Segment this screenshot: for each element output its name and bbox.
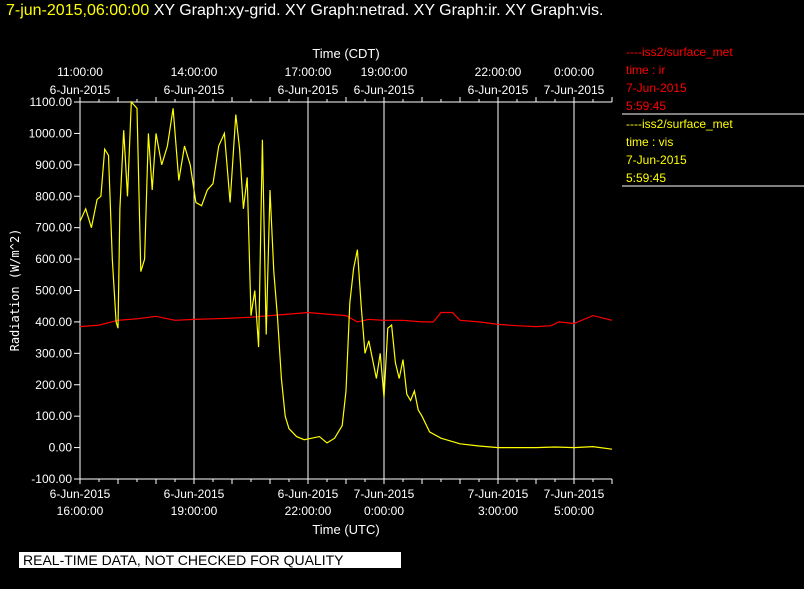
legend-source-1: ----iss2/surface_met <box>626 117 733 131</box>
y-tick-label-4: 300.00 <box>35 346 72 360</box>
legend-date-0: 7-Jun-2015 <box>626 81 687 95</box>
quality-notice: REAL-TIME DATA, NOT CHECKED FOR QUALITY <box>19 552 401 568</box>
legend-variable-0: time : ir <box>626 63 665 77</box>
y-tick-label-6: 500.00 <box>35 284 72 298</box>
radiation-chart: -100.00 0.00 100.00 200.00 300.00 400.00 500.0… <box>8 45 804 537</box>
header-timestamp: 7-jun-2015,06:00:00 <box>6 2 150 19</box>
x-top-date-label-3: 6-Jun-2015 <box>354 83 415 97</box>
x-top-time-label-4: 22:00:00 <box>475 65 522 79</box>
x-axis-label-cdt: Time (CDT) <box>312 46 379 61</box>
x-bottom-date-label-4: 7-Jun-2015 <box>468 487 529 501</box>
x-top-date-label-1: 6-Jun-2015 <box>164 83 225 97</box>
y-tick-label-11: 1000.00 <box>29 126 73 140</box>
x-bottom-date-label-5: 7-Jun-2015 <box>544 487 605 501</box>
series-line-0 <box>79 311 613 328</box>
x-bottom-time-label-3: 0:00:00 <box>364 504 404 518</box>
legend-variable-1: time : vis <box>626 135 673 149</box>
x-top-time-label-5: 0:00:00 <box>554 65 594 79</box>
legend-date-1: 7-Jun-2015 <box>626 153 687 167</box>
x-bottom-date-label-2: 6-Jun-2015 <box>278 487 339 501</box>
x-bottom-date-label-1: 6-Jun-2015 <box>164 487 225 501</box>
x-top-time-label-1: 14:00:00 <box>171 65 218 79</box>
x-bottom-time-label-1: 19:00:00 <box>171 504 218 518</box>
y-tick-label-12: 1100.00 <box>30 95 73 109</box>
y-tick-label-1: 0.00 <box>49 441 73 455</box>
x-bottom-time-label-4: 3:00:00 <box>478 504 518 518</box>
x-top-time-label-0: 11:00:00 <box>57 65 103 79</box>
series-line-1 <box>79 100 613 450</box>
y-tick-label-0: -100.00 <box>31 472 72 486</box>
y-tick-label-5: 400.00 <box>35 315 72 329</box>
x-axis-label-utc: Time (UTC) <box>312 522 379 537</box>
legend-time-0: 5:59:45 <box>626 99 666 113</box>
x-top-date-label-0: 6-Jun-2015 <box>50 83 111 97</box>
y-tick-label-9: 800.00 <box>35 189 72 203</box>
y-tick-label-8: 700.00 <box>35 221 72 235</box>
x-bottom-date-label-0: 6-Jun-2015 <box>50 487 111 501</box>
header-graph-list: XY Graph:xy-grid. XY Graph:netrad. XY Gr… <box>153 2 604 19</box>
legend-source-0: ----iss2/surface_met <box>626 45 733 59</box>
x-top-time-label-2: 17:00:00 <box>285 65 332 79</box>
y-tick-label-7: 600.00 <box>35 252 72 266</box>
x-top-date-label-2: 6-Jun-2015 <box>278 83 339 97</box>
x-top-date-label-4: 6-Jun-2015 <box>468 83 529 97</box>
x-bottom-time-label-2: 22:00:00 <box>285 504 332 518</box>
y-tick-label-3: 200.00 <box>35 378 72 392</box>
x-bottom-date-label-3: 7-Jun-2015 <box>354 487 415 501</box>
x-bottom-time-label-5: 5:00:00 <box>554 504 594 518</box>
x-bottom-time-label-0: 16:00:00 <box>57 504 104 518</box>
y-tick-label-2: 100.00 <box>35 409 72 423</box>
chart-header: 7-jun-2015,06:00:00 XY Graph:xy-grid. XY… <box>6 2 603 20</box>
y-tick-label-10: 900.00 <box>35 158 72 172</box>
x-top-date-label-5: 7-Jun-2015 <box>544 83 605 97</box>
x-top-time-label-3: 19:00:00 <box>361 65 408 79</box>
legend-time-1: 5:59:45 <box>626 171 666 185</box>
y-axis-label: Radiation (W/m^2) <box>8 229 22 352</box>
